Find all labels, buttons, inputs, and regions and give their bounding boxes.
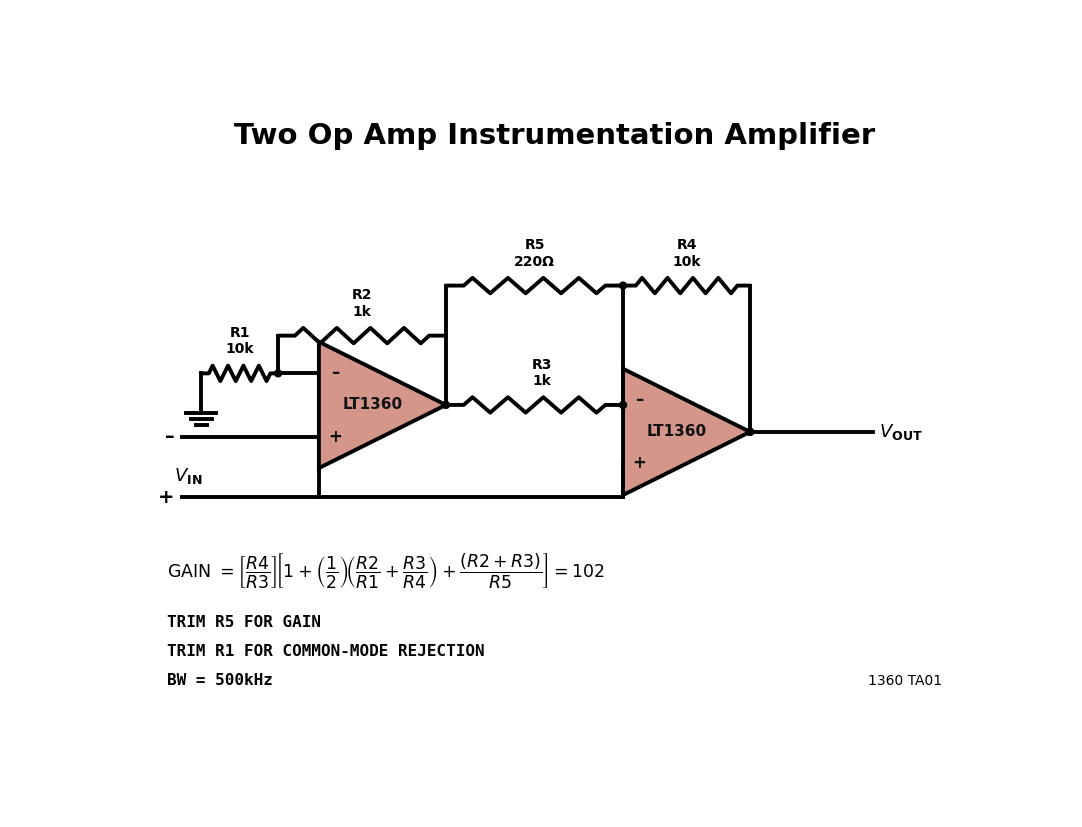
Circle shape: [747, 428, 753, 435]
Polygon shape: [319, 342, 446, 468]
Circle shape: [443, 401, 449, 409]
Text: $V_{\mathregular{OUT}}$: $V_{\mathregular{OUT}}$: [880, 422, 923, 442]
Text: $V_{\mathregular{IN}}$: $V_{\mathregular{IN}}$: [174, 466, 202, 485]
Text: GAIN $= \left[\dfrac{R4}{R3}\right]\!\left[1+\left(\dfrac{1}{2}\right)\!\left(\d: GAIN $= \left[\dfrac{R4}{R3}\right]\!\le…: [168, 551, 605, 590]
Text: 1360 TA01: 1360 TA01: [869, 673, 942, 687]
Text: TRIM R5 FOR GAIN: TRIM R5 FOR GAIN: [168, 614, 321, 629]
Circle shape: [620, 401, 626, 409]
Text: LT1360: LT1360: [646, 424, 707, 439]
Circle shape: [275, 370, 281, 377]
Text: –: –: [331, 365, 340, 382]
Text: R2
1k: R2 1k: [352, 289, 372, 318]
Text: LT1360: LT1360: [342, 398, 403, 413]
Text: R1
10k: R1 10k: [225, 326, 254, 356]
Text: –: –: [635, 391, 644, 409]
Text: +: +: [633, 455, 647, 472]
Text: Two Op Amp Instrumentation Amplifier: Two Op Amp Instrumentation Amplifier: [234, 122, 875, 150]
Text: +: +: [158, 488, 174, 507]
Text: BW = 500kHz: BW = 500kHz: [168, 673, 273, 688]
Circle shape: [620, 282, 626, 289]
Text: R3
1k: R3 1k: [532, 358, 553, 388]
Polygon shape: [623, 369, 750, 495]
Text: R5
220Ω: R5 220Ω: [514, 238, 555, 269]
Circle shape: [747, 428, 753, 435]
Text: –: –: [164, 427, 174, 446]
Text: R4
10k: R4 10k: [672, 238, 701, 269]
Text: +: +: [329, 428, 342, 446]
Text: TRIM R1 FOR COMMON-MODE REJECTION: TRIM R1 FOR COMMON-MODE REJECTION: [168, 644, 485, 659]
